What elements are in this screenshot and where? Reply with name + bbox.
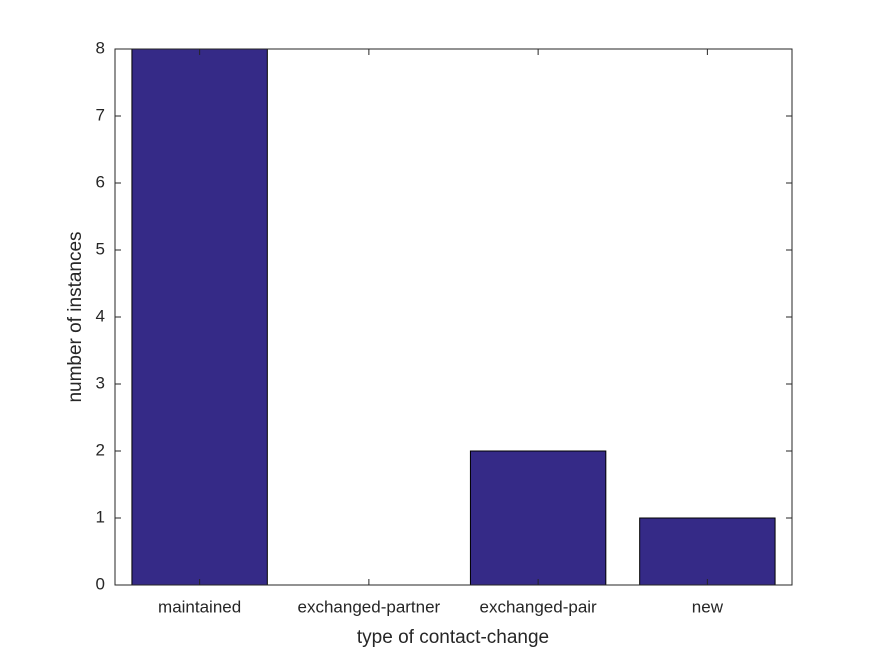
y-tick-label: 4 <box>96 306 105 325</box>
y-tick-label: 2 <box>96 440 105 459</box>
y-tick-label: 6 <box>96 172 105 191</box>
bar <box>131 48 268 586</box>
plot-frame <box>114 48 793 586</box>
x-axis-label: type of contact-change <box>357 627 549 648</box>
x-tick-label: maintained <box>158 597 241 616</box>
x-tick-label: exchanged-pair <box>480 597 598 616</box>
y-tick-label: 8 <box>96 38 105 57</box>
y-tick-label: 3 <box>96 373 105 392</box>
bar <box>639 517 776 586</box>
x-tick-label: new <box>692 597 724 616</box>
y-tick-label: 0 <box>96 574 105 593</box>
y-tick-label: 7 <box>96 105 105 124</box>
x-tick-label: exchanged-partner <box>298 597 441 616</box>
bar <box>469 450 607 586</box>
y-tick-label: 1 <box>96 507 105 526</box>
y-axis-label: number of instances <box>65 231 86 402</box>
y-tick-label: 5 <box>96 239 105 258</box>
